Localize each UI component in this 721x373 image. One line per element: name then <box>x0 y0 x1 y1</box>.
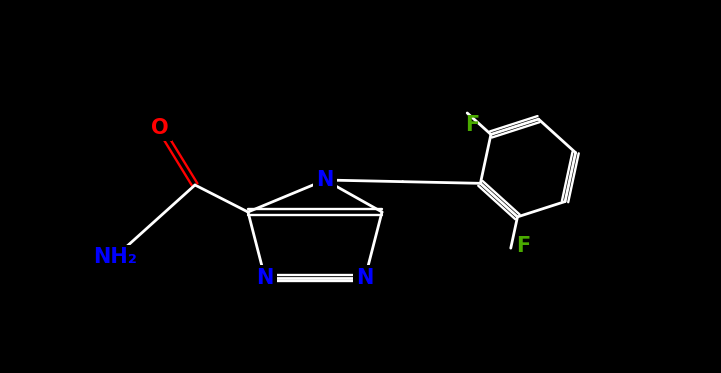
Text: N: N <box>256 268 274 288</box>
Text: O: O <box>151 118 169 138</box>
Text: N: N <box>356 268 373 288</box>
Text: NH₂: NH₂ <box>93 247 137 267</box>
Text: F: F <box>516 236 530 256</box>
Text: N: N <box>317 170 334 190</box>
Text: F: F <box>465 115 479 135</box>
